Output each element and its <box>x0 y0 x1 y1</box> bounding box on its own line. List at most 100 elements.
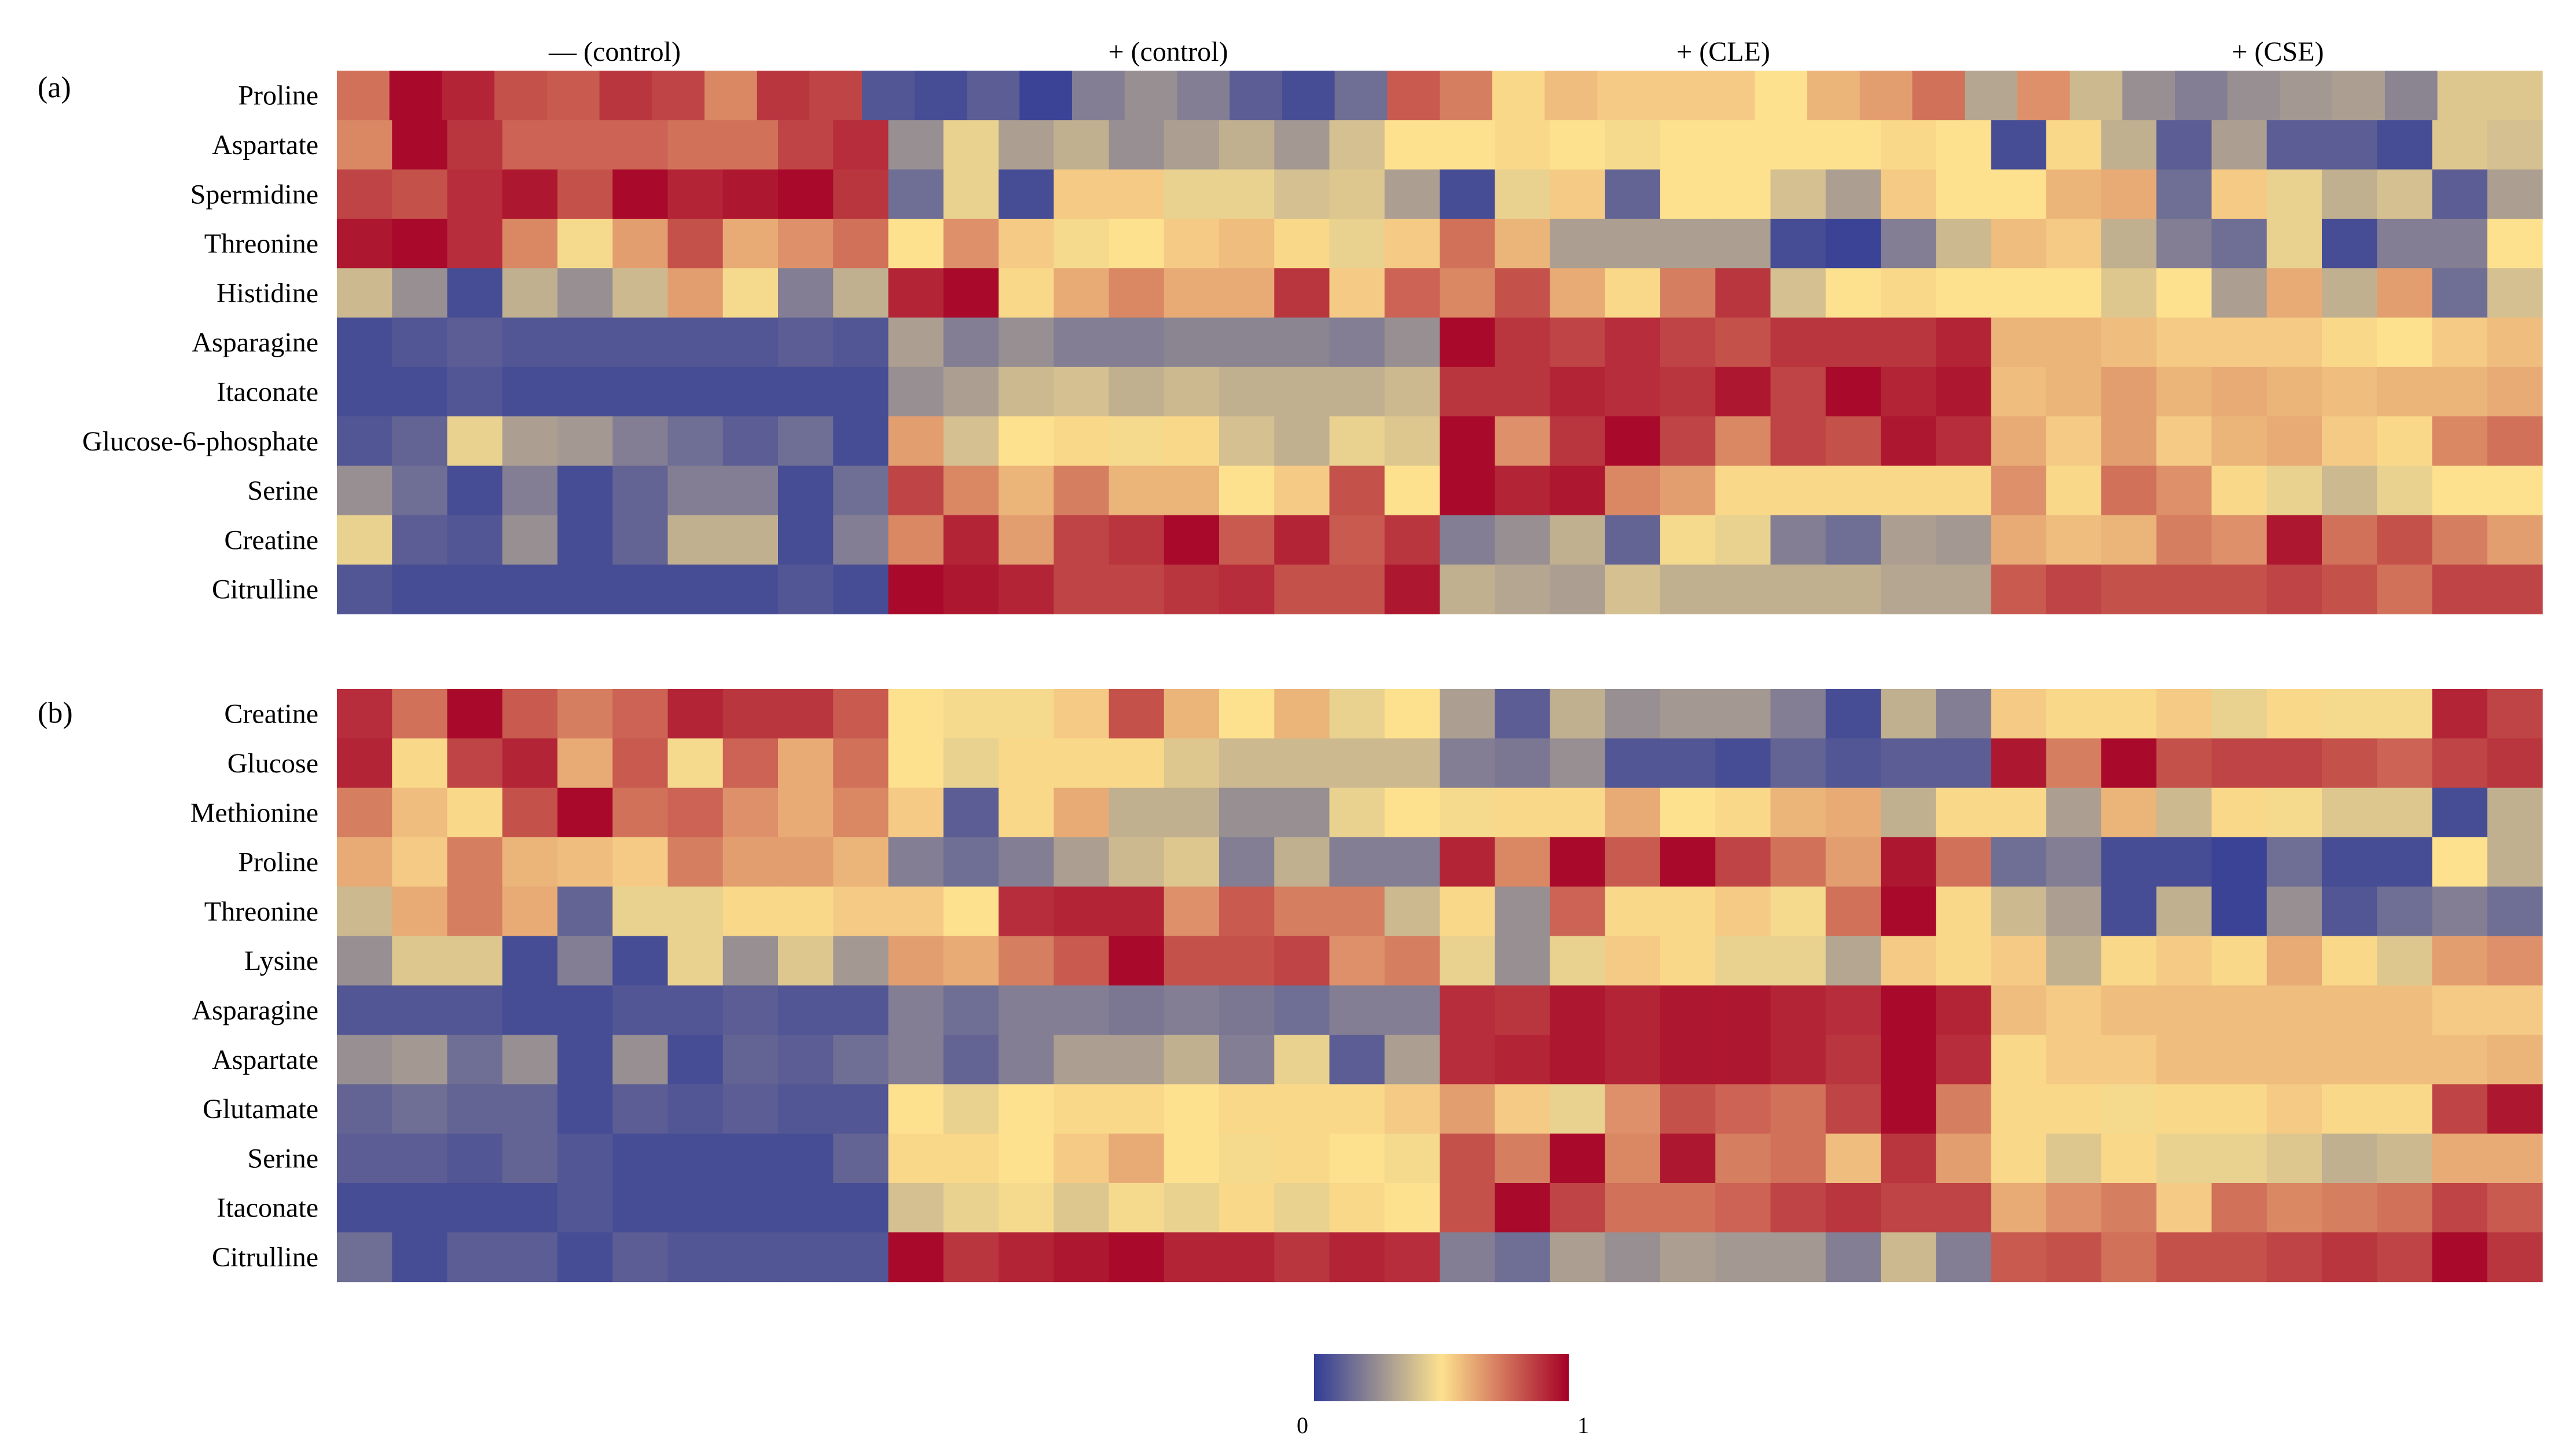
heatmap-cell <box>2377 837 2433 887</box>
heatmap-cell <box>1384 515 1440 565</box>
heatmap-cell <box>2432 738 2488 789</box>
heatmap-cell <box>1550 1183 1606 1233</box>
heatmap-cell <box>2322 738 2377 789</box>
heatmap-cell <box>1384 466 1440 516</box>
heatmap-cell <box>502 886 558 937</box>
heatmap-cell <box>2101 936 2157 986</box>
heatmap-cell <box>1219 515 1275 565</box>
heatmap-cell <box>1164 1084 1220 1134</box>
heatmap-cell <box>999 515 1054 565</box>
heatmap-cell <box>1164 787 1220 838</box>
heatmap-cell <box>1054 886 1110 937</box>
heatmap-cell <box>392 565 448 614</box>
heatmap-cell <box>447 886 503 937</box>
heatmap-cell <box>999 268 1054 318</box>
heatmap-cell <box>1329 218 1385 269</box>
heatmap-cell <box>1770 1084 1826 1134</box>
colorbar <box>1314 1354 1569 1401</box>
heatmap-cell <box>1440 466 1495 516</box>
heatmap-cell <box>1329 169 1385 219</box>
heatmap-cell <box>2156 268 2212 318</box>
heatmap-cell <box>1495 218 1551 269</box>
heatmap-cell <box>337 1183 392 1233</box>
heatmap-cell <box>557 1183 613 1233</box>
heatmap-cell <box>722 1183 779 1233</box>
heatmap-cell <box>722 515 779 565</box>
panel-label-b: (b) <box>38 697 73 730</box>
heatmap-cell <box>943 169 999 219</box>
heatmap-cell <box>1825 738 1881 789</box>
heatmap-cell <box>1384 886 1440 937</box>
heatmap-cell <box>2487 367 2543 417</box>
heatmap-cell <box>809 71 863 120</box>
panel-b-heatmap <box>337 689 2543 1283</box>
heatmap-cell <box>778 1035 834 1085</box>
heatmap-cell <box>1274 218 1330 269</box>
heatmap-cell <box>2046 565 2102 614</box>
heatmap-cell <box>833 837 889 887</box>
heatmap-cell <box>1881 1084 1936 1134</box>
heatmap-cell <box>1825 886 1881 937</box>
heatmap-cell <box>1329 886 1385 937</box>
heatmap-cell <box>2156 1133 2212 1184</box>
heatmap-cell <box>833 787 889 838</box>
heatmap-cell <box>1329 1232 1385 1283</box>
heatmap-cell <box>2046 515 2102 565</box>
heatmap-cell <box>1881 169 1936 219</box>
heatmap-cell <box>1715 1035 1771 1085</box>
heatmap-cell <box>1605 1084 1661 1134</box>
heatmap-cell <box>667 1232 724 1283</box>
heatmap-cell <box>1660 787 1716 838</box>
heatmap-cell <box>1991 837 2047 887</box>
heatmap-cell <box>667 120 724 170</box>
heatmap-cell <box>557 416 613 466</box>
heatmap-cell <box>2322 689 2377 739</box>
heatmap-cell <box>1440 416 1495 466</box>
heatmap-cell <box>778 738 834 789</box>
heatmap-cell <box>1715 515 1771 565</box>
heatmap-cell <box>1715 218 1771 269</box>
heatmap-cell <box>1440 886 1495 937</box>
heatmap-cell <box>612 416 669 466</box>
heatmap-cell <box>1054 120 1110 170</box>
heatmap-cell <box>612 268 669 318</box>
heatmap-cell <box>2101 886 2157 937</box>
heatmap-cell <box>447 367 503 417</box>
heatmap-cell <box>999 936 1054 986</box>
heatmap-cell <box>557 837 613 887</box>
heatmap-cell <box>1329 515 1385 565</box>
heatmap-cell <box>943 787 999 838</box>
heatmap-cell <box>392 787 448 838</box>
heatmap-cell <box>557 565 613 614</box>
heatmap-cell <box>1715 886 1771 937</box>
heatmap-cell <box>888 565 944 614</box>
heatmap-cell <box>2156 1084 2212 1134</box>
heatmap-cell <box>557 466 613 516</box>
heatmap-cell <box>1440 837 1495 887</box>
heatmap-cell <box>1936 515 1992 565</box>
heatmap-cell <box>1605 787 1661 838</box>
heatmap-cell <box>612 1232 669 1283</box>
heatmap-cell <box>1770 936 1826 986</box>
heatmap-cell <box>1770 268 1826 318</box>
heatmap-cell <box>1109 218 1165 269</box>
heatmap-cell <box>967 71 1020 120</box>
heatmap-cell <box>2266 120 2322 170</box>
heatmap-cell <box>1495 1035 1551 1085</box>
heatmap-cell <box>1965 71 2018 120</box>
heatmap-cell <box>1384 169 1440 219</box>
heatmap-cell <box>2156 886 2212 937</box>
heatmap-cell <box>2266 886 2322 937</box>
heatmap-cell <box>1605 367 1661 417</box>
heatmap-cell <box>943 367 999 417</box>
heatmap-cell <box>1825 689 1881 739</box>
heatmap-cell <box>888 120 944 170</box>
heatmap-cell <box>337 565 392 614</box>
heatmap-cell <box>2432 936 2488 986</box>
heatmap-cell <box>1164 367 1220 417</box>
heatmap-cell <box>778 466 834 516</box>
heatmap-cell <box>2487 837 2543 887</box>
heatmap-cell <box>2377 1232 2433 1283</box>
heatmap-cell <box>667 837 724 887</box>
heatmap-cell <box>1384 936 1440 986</box>
